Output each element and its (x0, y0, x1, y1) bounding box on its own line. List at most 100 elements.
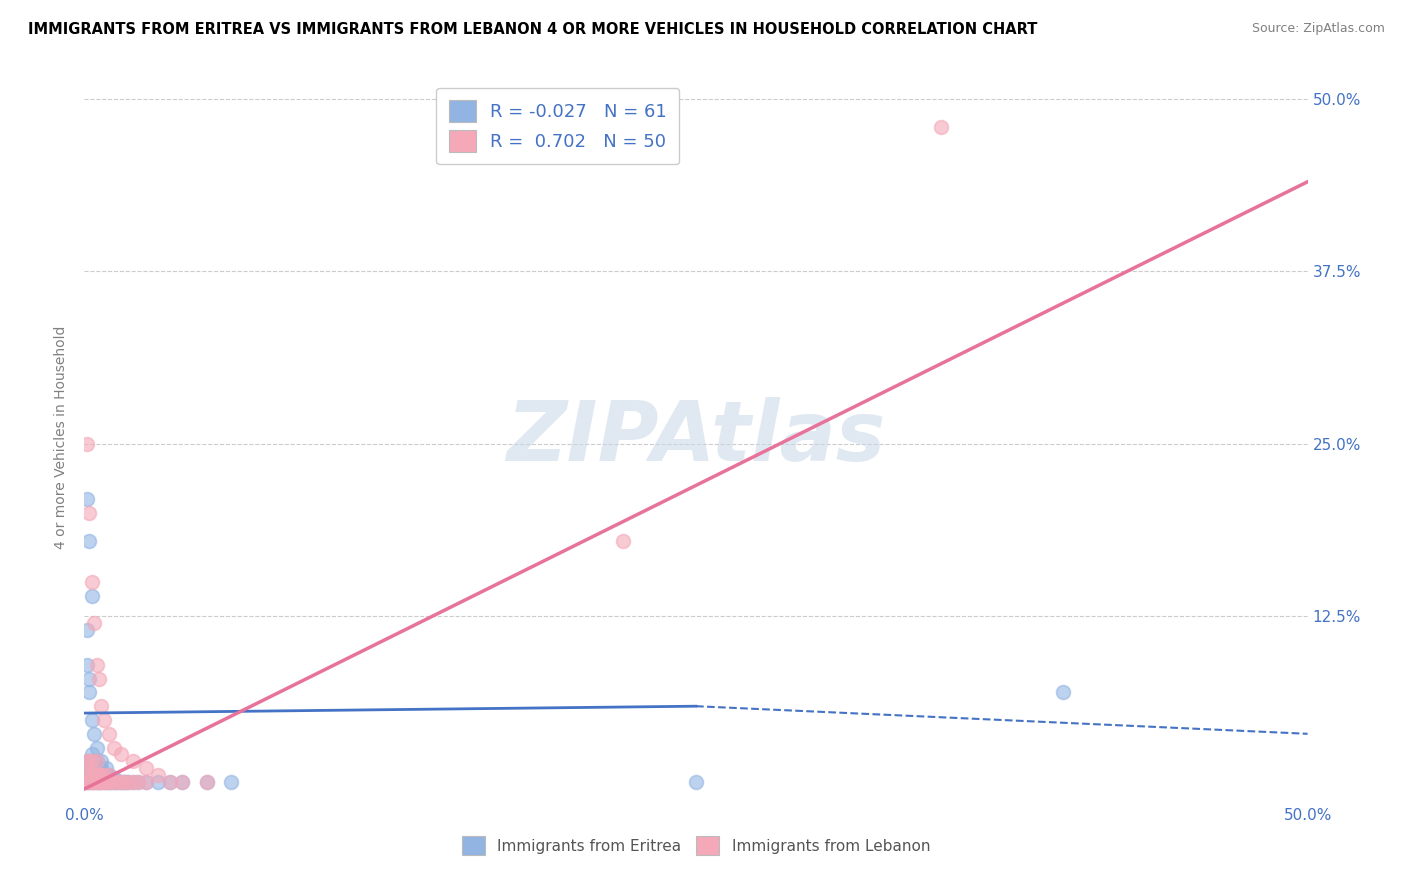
Point (105, 775, 128, 789)
Point (103, 775, 125, 789)
Point (77, 755, 100, 769)
Point (76, 775, 98, 789)
Point (96, 775, 118, 789)
Point (146, 775, 169, 789)
Point (86, 740, 108, 755)
Point (77, 533, 100, 548)
Point (80, 761, 103, 775)
Point (76, 755, 98, 769)
Point (76, 492, 98, 507)
Point (93, 768, 115, 782)
Point (77, 672, 100, 686)
Point (77, 775, 100, 789)
Point (80, 775, 103, 789)
Point (117, 775, 139, 789)
Point (195, 775, 218, 789)
Point (612, 533, 634, 548)
Point (76, 755, 98, 769)
Point (135, 761, 157, 775)
Point (103, 740, 125, 755)
Point (96, 775, 118, 789)
Point (76, 768, 98, 782)
Point (103, 775, 125, 789)
Point (110, 775, 132, 789)
Point (146, 768, 169, 782)
Point (93, 713, 115, 727)
Point (97, 727, 120, 741)
Point (77, 755, 100, 769)
Point (87, 768, 110, 782)
Point (87, 768, 110, 782)
Point (90, 768, 112, 782)
Point (87, 775, 110, 789)
Point (83, 775, 105, 789)
Point (83, 616, 105, 631)
Point (90, 699, 112, 714)
Point (87, 672, 110, 686)
Point (100, 775, 122, 789)
Point (110, 747, 132, 762)
Point (86, 775, 108, 789)
Legend: Immigrants from Eritrea, Immigrants from Lebanon: Immigrants from Eritrea, Immigrants from… (456, 830, 936, 861)
Point (122, 755, 145, 769)
Point (76, 775, 98, 789)
Point (159, 775, 181, 789)
Point (195, 775, 218, 789)
Point (135, 775, 157, 789)
Point (86, 755, 108, 769)
Point (76, 624, 98, 638)
Point (135, 775, 157, 789)
Point (83, 775, 105, 789)
Point (80, 713, 103, 727)
Point (105, 775, 128, 789)
Point (80, 589, 103, 603)
Point (80, 755, 103, 769)
Point (83, 768, 105, 782)
Y-axis label: 4 or more Vehicles in Household: 4 or more Vehicles in Household (55, 326, 69, 549)
Point (97, 775, 120, 789)
Point (76, 768, 98, 782)
Point (76, 437, 98, 451)
Point (86, 775, 108, 789)
Point (1052, 685, 1074, 699)
Point (80, 775, 103, 789)
Point (90, 775, 112, 789)
Point (97, 768, 120, 782)
Point (97, 775, 120, 789)
Point (86, 768, 108, 782)
Point (112, 775, 135, 789)
Point (115, 775, 138, 789)
Point (76, 657, 98, 672)
Point (159, 775, 181, 789)
Point (107, 775, 129, 789)
Point (77, 768, 100, 782)
Point (93, 775, 115, 789)
Point (100, 771, 122, 785)
Point (219, 775, 242, 789)
Point (80, 574, 103, 589)
Point (83, 755, 105, 769)
Point (93, 775, 115, 789)
Point (90, 775, 112, 789)
Point (93, 768, 115, 782)
Point (110, 775, 132, 789)
Point (80, 747, 103, 762)
Point (77, 775, 100, 789)
Point (112, 775, 135, 789)
Point (96, 768, 118, 782)
Point (127, 775, 149, 789)
Point (172, 775, 194, 789)
Point (90, 755, 112, 769)
Text: Source: ZipAtlas.com: Source: ZipAtlas.com (1251, 22, 1385, 36)
Point (83, 768, 105, 782)
Point (87, 761, 110, 775)
Point (929, 120, 952, 134)
Point (77, 768, 100, 782)
Point (86, 755, 108, 769)
Point (90, 761, 112, 775)
Point (122, 775, 145, 789)
Point (77, 506, 100, 520)
Point (80, 768, 103, 782)
Text: IMMIGRANTS FROM ERITREA VS IMMIGRANTS FROM LEBANON 4 OR MORE VEHICLES IN HOUSEHO: IMMIGRANTS FROM ERITREA VS IMMIGRANTS FR… (28, 22, 1038, 37)
Point (90, 768, 112, 782)
